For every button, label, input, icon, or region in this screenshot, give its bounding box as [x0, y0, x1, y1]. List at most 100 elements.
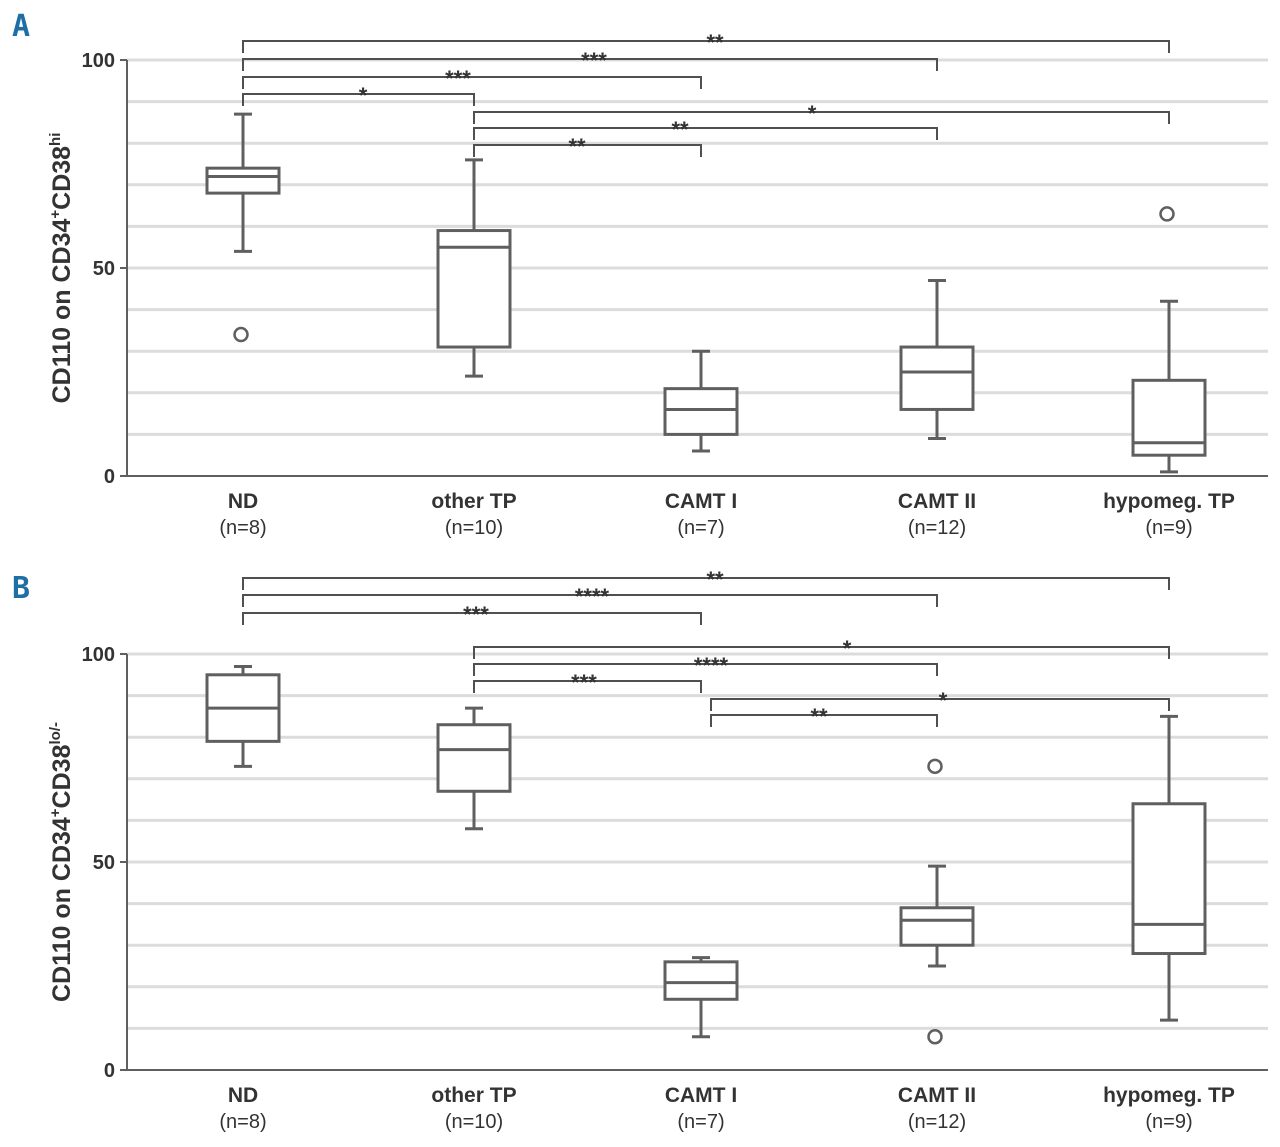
outlier-point [927, 1028, 943, 1045]
significance-bracket: *** [242, 48, 938, 73]
bracket-line [242, 612, 702, 625]
significance-bracket: **** [473, 653, 938, 678]
box-plot [663, 349, 739, 453]
significance-stars: ** [810, 704, 828, 729]
y-tick-label: 50 [93, 258, 115, 280]
y-axis-label: CD110 on CD34+CD38hi [47, 133, 76, 404]
bracket-line [473, 111, 1170, 124]
x-category-n: (n=10) [445, 517, 503, 539]
panel-a: A 0 50 100 CD110 on CD34+CD38hi ND (n=8) other … [12, 9, 1268, 539]
y-axis-label-superscript: + [47, 808, 64, 817]
significance-bracket: **** [242, 584, 938, 609]
y-axis-label-superscript: hi [47, 133, 64, 146]
bracket-line [242, 577, 1170, 590]
significance-stars: *** [463, 602, 489, 627]
bracket-line [242, 594, 938, 607]
bracket-line [473, 680, 702, 693]
x-category-n: (n=8) [219, 517, 266, 539]
x-category-label: hypomeg. TP [1103, 1084, 1235, 1107]
significance-stars: ** [671, 117, 689, 142]
significance-stars: **** [575, 584, 610, 609]
bracket-line [710, 698, 1170, 711]
significance-stars: *** [571, 670, 597, 695]
box-iqr [436, 723, 512, 793]
bracket-line [710, 714, 938, 727]
y-axis-label-part: CD110 on CD34 [48, 817, 76, 1002]
y-axis-label-part: CD110 on CD34 [48, 219, 76, 404]
box-plot [1131, 714, 1207, 1022]
x-category-n: (n=12) [908, 517, 966, 539]
significance-stars: *** [581, 48, 607, 73]
bracket-line [473, 663, 938, 676]
x-category-n: (n=12) [908, 1111, 966, 1133]
significance-bracket: ** [242, 567, 1170, 592]
y-tick-label: 0 [104, 1060, 115, 1082]
y-tick-label: 100 [82, 644, 115, 666]
significance-bracket: * [242, 83, 475, 108]
x-category-n: (n=9) [1145, 1111, 1192, 1133]
significance-stars: ** [568, 134, 586, 159]
outlier-point [233, 326, 249, 343]
panel-letter: B [12, 571, 30, 606]
box-iqr [436, 229, 512, 349]
y-tick-label: 0 [104, 466, 115, 488]
significance-bracket: * [473, 101, 1170, 126]
x-category-n: (n=10) [445, 1111, 503, 1133]
box-iqr [899, 906, 975, 947]
box-plot [899, 758, 975, 1045]
x-category-label: other TP [431, 490, 516, 513]
significance-bracket: ** [242, 30, 1170, 55]
bracket-line [242, 93, 475, 106]
outlier-point [927, 758, 943, 775]
bracket-line [242, 58, 938, 71]
x-category-label: CAMT II [898, 490, 976, 513]
bracket-line [242, 40, 1170, 53]
significance-bracket: *** [242, 66, 702, 91]
bracket-line [473, 144, 702, 157]
significance-stars: *** [445, 66, 471, 91]
significance-stars: * [843, 636, 852, 661]
box-iqr [1131, 802, 1207, 956]
box-iqr [899, 345, 975, 411]
y-axis-label-superscript: + [47, 210, 64, 219]
significance-bracket: ** [473, 134, 702, 159]
y-tick-label: 100 [82, 50, 115, 72]
significance-stars: * [359, 83, 368, 108]
significance-stars: ** [706, 30, 724, 55]
x-category-n: (n=7) [677, 1111, 724, 1133]
box-plot [1131, 206, 1207, 474]
x-category-label: other TP [431, 1084, 516, 1107]
x-category-label: ND [228, 1084, 258, 1107]
significance-bracket: * [473, 636, 1170, 661]
outlier-point [1159, 206, 1175, 222]
box-iqr [663, 387, 739, 436]
x-category-n: (n=8) [219, 1111, 266, 1133]
box-plot [436, 158, 512, 378]
x-category-label: CAMT I [665, 1084, 737, 1107]
significance-bracket: *** [242, 602, 702, 627]
x-category-n: (n=9) [1145, 517, 1192, 539]
x-category-label: hypomeg. TP [1103, 490, 1235, 513]
bracket-line [473, 127, 938, 140]
y-tick-label: 50 [93, 852, 115, 874]
significance-stars: ** [706, 567, 724, 592]
significance-bracket: ** [710, 704, 938, 729]
x-category-label: ND [228, 490, 258, 513]
significance-bracket: * [710, 688, 1170, 713]
box-plot [205, 112, 281, 343]
bracket-line [242, 76, 702, 89]
significance-stars: **** [694, 653, 729, 678]
y-axis-label-superscript: lo/- [47, 722, 64, 745]
box-plot [663, 956, 739, 1039]
x-category-label: CAMT I [665, 490, 737, 513]
significance-stars: * [939, 688, 948, 713]
x-category-label: CAMT II [898, 1084, 976, 1107]
box-plot [205, 664, 281, 768]
y-axis-label-part: CD38 [48, 744, 76, 808]
significance-bracket: ** [473, 117, 938, 142]
box-iqr [663, 960, 739, 1001]
box-plot [899, 278, 975, 441]
significance-stars: * [808, 101, 817, 126]
panel-b: B 0 50 100 CD110 on CD34+CD38lo/- ND (n=8) othe… [12, 567, 1268, 1133]
